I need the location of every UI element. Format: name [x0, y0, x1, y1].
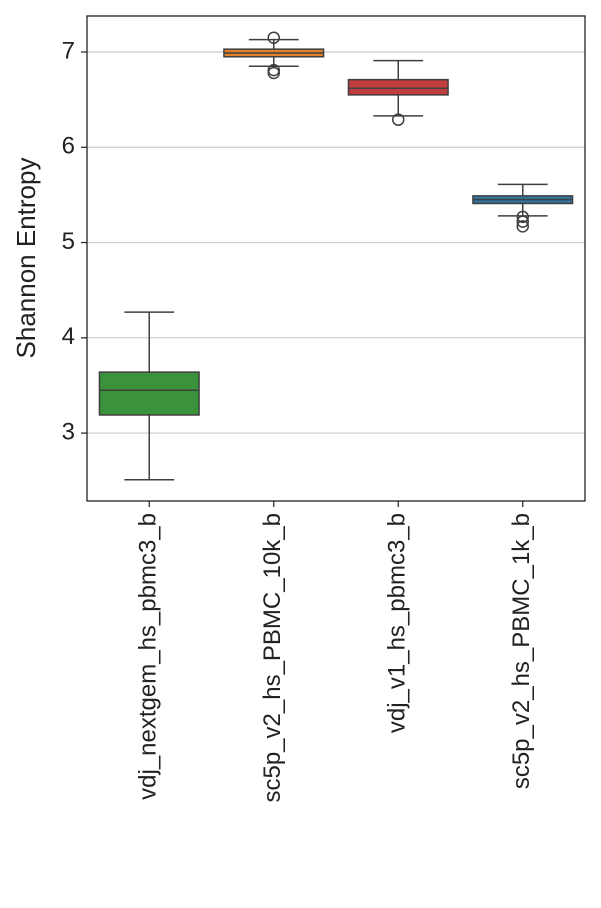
box [347, 78, 449, 96]
y-tick-label: 4 [62, 323, 75, 350]
outlier [392, 113, 405, 126]
outlier [516, 215, 529, 228]
outlier [267, 31, 280, 44]
x-tick-label: sc5p_v2_hs_PBMC_1k_b [508, 513, 535, 789]
y-tick-label: 3 [62, 418, 75, 445]
plot-frame [86, 15, 586, 502]
y-axis-label: Shannon Entropy [11, 158, 41, 359]
x-tick-label: sc5p_v2_hs_PBMC_10k_b [259, 513, 286, 803]
outlier [516, 210, 529, 224]
y-tick-label: 6 [62, 133, 75, 160]
y-tick-label: 5 [62, 228, 75, 255]
y-tick-label: 7 [62, 37, 75, 64]
outlier [267, 66, 280, 80]
box [98, 371, 200, 416]
x-tick-label: vdj_nextgem_hs_pbmc3_b [135, 513, 162, 800]
x-tick-label: vdj_v1_hs_pbmc3_b [384, 513, 411, 733]
outlier [516, 220, 529, 233]
